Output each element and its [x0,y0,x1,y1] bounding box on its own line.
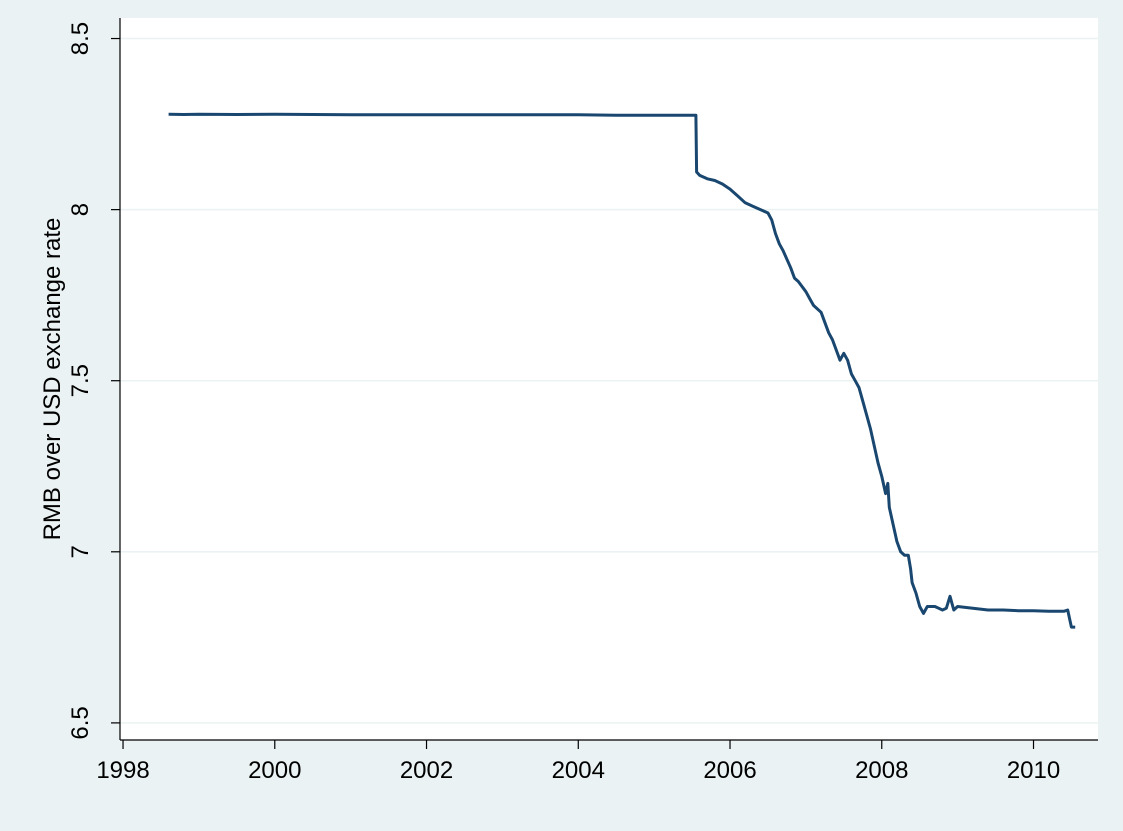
plot-area [120,18,1098,740]
gridlines [120,37,1098,724]
y-tick-label: 8 [67,203,94,216]
x-tick-label: 2000 [248,757,301,784]
y-tick-label: 8.5 [67,22,94,55]
x-tick-label: 2006 [703,757,756,784]
x-tick-label: 2008 [855,757,908,784]
y-axis-title: RMB over USD exchange rate [39,218,66,541]
x-tick-label: 1998 [96,757,149,784]
x-ticks: 1998 2000 2002 2004 2006 2008 2010 [96,740,1060,784]
x-tick-label: 2004 [552,757,605,784]
y-tick-label: 7 [67,545,94,558]
y-tick-label: 6.5 [67,706,94,739]
x-tick-label: 2002 [400,757,453,784]
y-ticks: 6.5 7 7.5 8 8.5 [67,22,120,740]
y-tick-label: 7.5 [67,364,94,397]
series-line-rmb-usd [168,112,1076,629]
x-tick-label: 2010 [1007,757,1060,784]
